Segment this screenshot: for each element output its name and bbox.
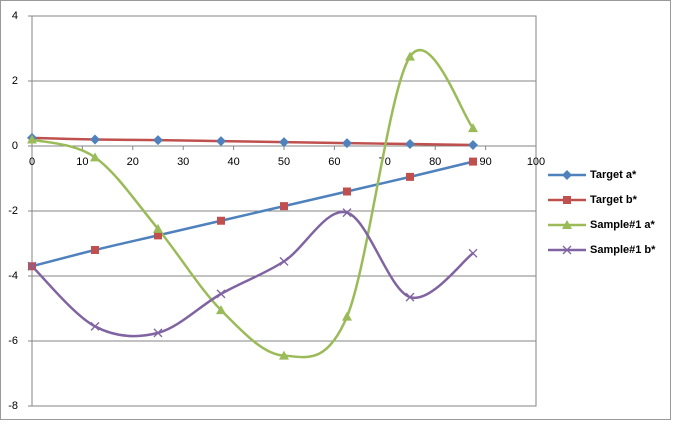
y-tick-label: -8 [8,400,18,412]
x-tick-label: 90 [479,156,491,168]
marker [563,196,571,204]
y-tick-label: 2 [12,75,18,87]
marker [468,248,478,258]
marker [153,135,163,146]
marker [405,139,415,150]
series-line [31,210,474,338]
marker [562,220,572,229]
legend-label: Sample#1 b* [590,244,656,256]
legend-label: Target a* [590,169,637,181]
x-tick-label: 0 [29,156,35,168]
marker [216,289,226,299]
marker [468,140,478,151]
marker [216,305,226,315]
marker [27,134,37,144]
marker [342,138,352,149]
marker [279,256,289,266]
marker [216,136,226,147]
marker [468,123,478,133]
x-tick-label: 80 [429,156,441,168]
marker [342,208,352,218]
chart-border [0,0,671,420]
y-tick-label: 0 [12,140,18,152]
marker [90,134,100,145]
y-tick-label: 4 [12,10,18,22]
y-tick-label: -4 [8,270,18,282]
marker [153,223,163,233]
series-line [31,160,474,268]
legend-label: Sample#1 a* [590,219,656,231]
marker [279,350,289,360]
y-tick-label: -6 [8,335,18,347]
legend-label: Target b* [590,194,638,206]
marker [562,170,572,180]
marker [280,202,288,211]
y-tick-label: -2 [8,205,18,217]
x-tick-label: 30 [177,156,189,168]
marker [279,137,289,148]
marker [405,51,415,61]
marker [154,231,162,240]
marker [91,246,99,254]
marker [405,292,415,302]
marker [27,261,37,271]
marker [343,187,351,196]
x-tick-label: 100 [527,156,545,168]
marker [562,245,572,255]
x-tick-label: 50 [278,156,290,168]
series-line [31,136,474,147]
marker [90,152,100,162]
marker [406,172,414,181]
legend: Target a* Target b* Sample#1 a* Sample#1 b* [548,169,656,256]
marker [217,216,225,225]
marker [90,321,100,331]
x-tick-label: 20 [127,156,139,168]
marker [469,157,477,166]
x-tick-label: 60 [328,156,340,168]
x-tick-label: 10 [76,156,88,168]
marker [342,311,352,321]
marker [153,328,163,338]
x-tick-label: 40 [227,156,239,168]
